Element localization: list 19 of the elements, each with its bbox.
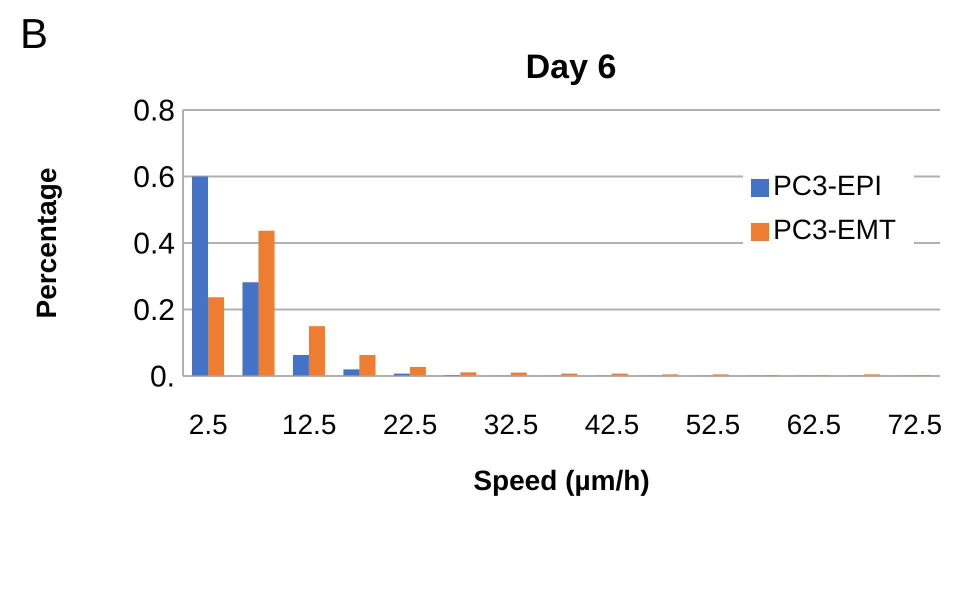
y-tick-label: 0. [150, 360, 175, 394]
y-tick-label: 0.6 [133, 161, 175, 194]
y-tick-label: 0.8 [133, 94, 175, 128]
y-tick-label: 0.4 [133, 228, 175, 261]
x-axis-title: Speed (µm/h) [473, 465, 650, 496]
legend-label: PC3-EPI [773, 170, 882, 201]
x-tick-label: 62.5 [786, 408, 842, 440]
x-tick-label: 22.5 [382, 408, 438, 440]
x-tick-label: 72.5 [888, 408, 942, 440]
x-tick-label: 32.5 [484, 408, 538, 440]
y-axis-title: Percentage [30, 168, 62, 318]
text: B [20, 10, 48, 58]
x-tick-label: 2.5 [188, 408, 228, 440]
chart-title: Day 6 [524, 48, 618, 87]
legend-label: PC3-EMT [773, 214, 896, 245]
y-tick-label: 0.2 [133, 294, 175, 328]
x-tick-label: 52.5 [686, 408, 740, 440]
x-tick-label: 12.5 [282, 408, 336, 440]
x-tick-label: 42.5 [584, 408, 640, 440]
